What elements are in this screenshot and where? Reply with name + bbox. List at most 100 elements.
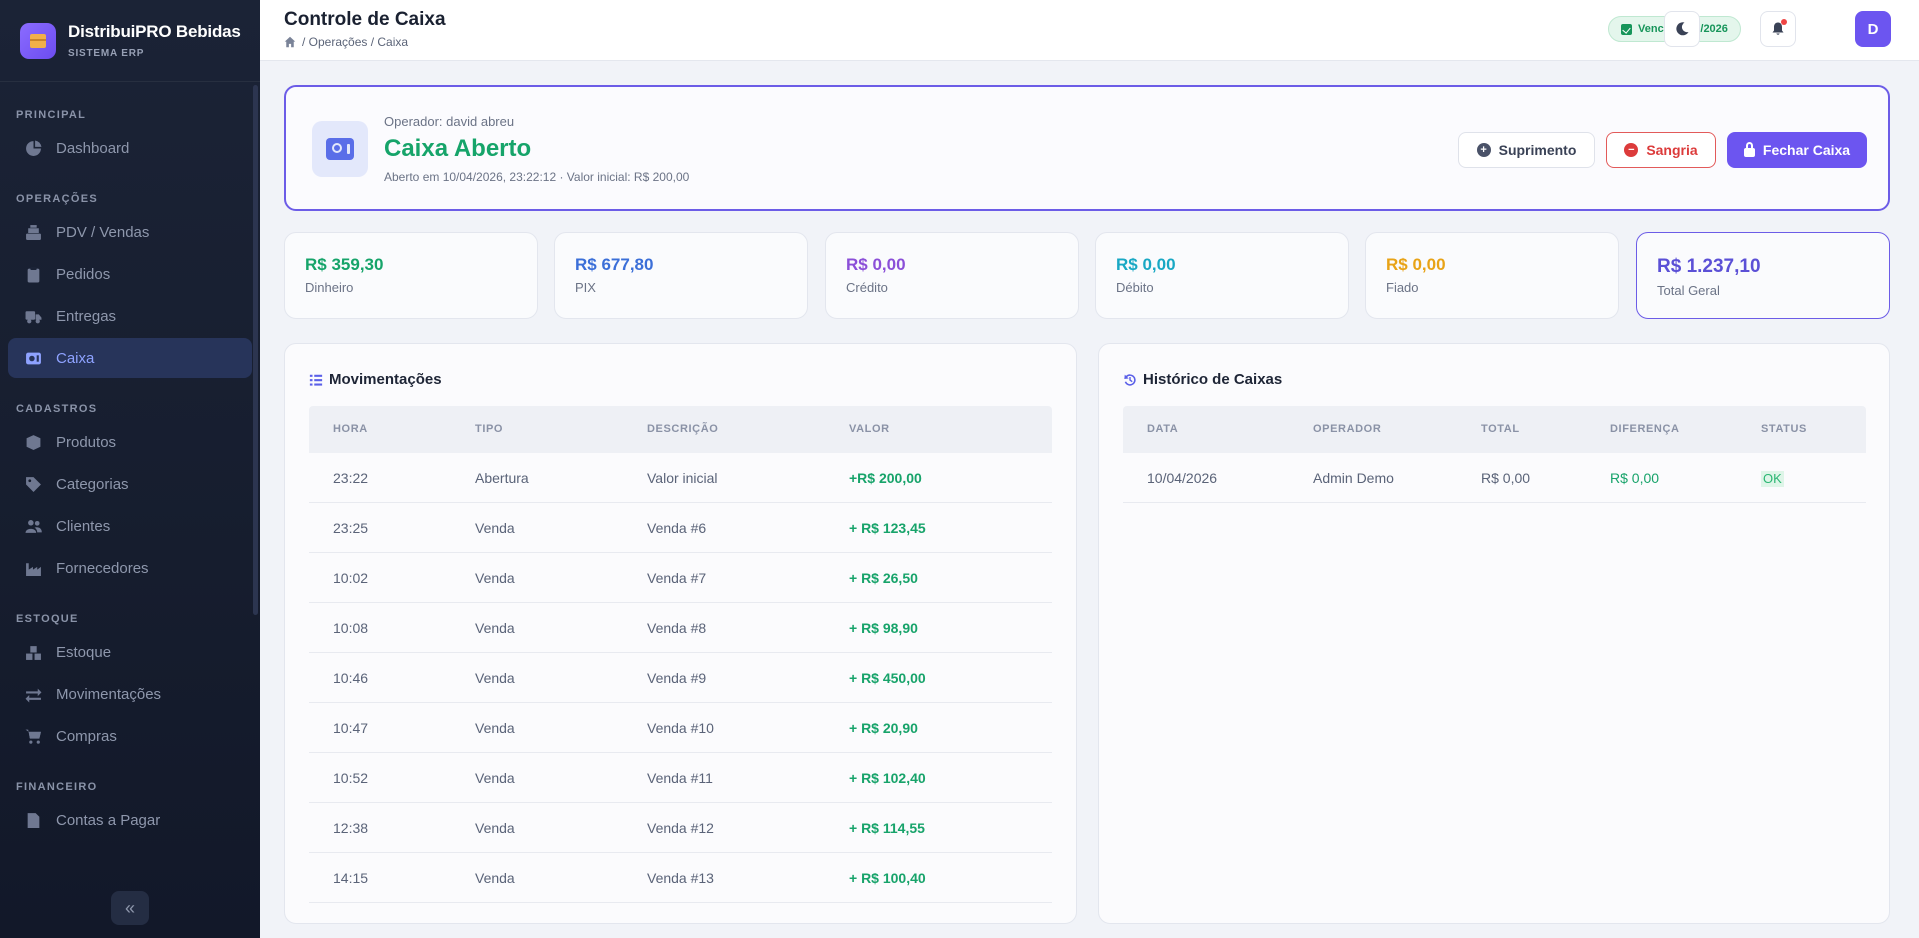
column-header[interactable]: TIPO <box>475 423 504 435</box>
summary-label: Dinheiro <box>305 280 354 295</box>
cell-hora: 23:25 <box>333 520 369 536</box>
cell-descricao: Venda #9 <box>647 670 707 686</box>
minus-circle-icon: − <box>1624 143 1639 157</box>
cell-tipo: Venda <box>475 820 515 836</box>
sidebar-item-pdv-vendas[interactable]: PDV / Vendas <box>8 212 252 252</box>
historico-title-label: Histórico de Caixas <box>1143 371 1283 388</box>
column-header[interactable]: DESCRIÇÃO <box>647 423 719 435</box>
column-header[interactable]: VALOR <box>849 423 890 435</box>
cell-valor: + R$ 114,55 <box>849 820 925 836</box>
operator-label: Operador: david abreu <box>384 114 515 129</box>
sidebar-item-label: PDV / Vendas <box>56 223 150 241</box>
brand-name: DistribuiPRO Bebidas <box>68 22 241 41</box>
sidebar-item-movimentacoes[interactable]: Movimentações <box>8 674 252 714</box>
table-row[interactable]: 14:15 Venda Venda #13 + R$ 100,40 <box>309 853 1052 903</box>
sangria-button[interactable]: − Sangria <box>1606 132 1716 168</box>
cell-descricao: Venda #11 <box>647 770 713 786</box>
summary-card: R$ 0,00 Fiado <box>1365 232 1619 319</box>
summary-card: R$ 0,00 Crédito <box>825 232 1079 319</box>
calendar-check-icon <box>1621 23 1632 35</box>
cell-descricao: Venda #12 <box>647 820 714 836</box>
cell-hora: 10:46 <box>333 670 369 686</box>
collapse-sidebar-button[interactable]: « <box>111 891 149 925</box>
cell-hora: 23:22 <box>333 470 369 486</box>
sidebar-item-caixa[interactable]: Caixa <box>8 338 252 378</box>
notifications-button[interactable] <box>1760 11 1796 47</box>
home-icon[interactable] <box>284 36 296 48</box>
summary-value: R$ 0,00 <box>1386 255 1446 274</box>
fechar-caixa-label: Fechar Caixa <box>1762 142 1851 158</box>
cash-register-icon <box>24 223 42 241</box>
suprimento-button[interactable]: + Suprimento <box>1458 132 1595 168</box>
cell-status: OK <box>1761 453 1784 503</box>
lock-icon <box>1743 141 1755 157</box>
sidebar-item-produtos[interactable]: Produtos <box>8 422 252 462</box>
sangria-label: Sangria <box>1646 142 1698 158</box>
column-header[interactable]: TOTAL <box>1481 423 1520 435</box>
table-row[interactable]: 10:08 Venda Venda #8 + R$ 98,90 <box>309 603 1052 653</box>
history-icon <box>1124 373 1136 386</box>
sidebar-item-fornecedores[interactable]: Fornecedores <box>8 548 252 588</box>
sidebar-item-clientes[interactable]: Clientes <box>8 506 252 546</box>
sidebar-item-pedidos[interactable]: Pedidos <box>8 254 252 294</box>
top-header: Controle de Caixa / Operações / Caixa Ve… <box>260 0 1919 61</box>
cell-descricao: Venda #6 <box>647 520 707 536</box>
table-row[interactable]: 10:52 Venda Venda #11 + R$ 102,40 <box>309 753 1052 803</box>
sidebar-item-entregas[interactable]: Entregas <box>8 296 252 336</box>
user-avatar[interactable]: D <box>1855 11 1891 47</box>
list-icon <box>309 374 323 386</box>
nav-section-title: ESTOQUE <box>16 613 79 625</box>
cell-hora: 10:47 <box>333 720 369 736</box>
cell-hora: 10:52 <box>333 770 369 786</box>
sidebar-scrollbar[interactable] <box>253 85 258 615</box>
column-header[interactable]: DIFERENÇA <box>1610 423 1680 435</box>
column-header[interactable]: STATUS <box>1761 423 1807 435</box>
table-row[interactable]: 10:02 Venda Venda #7 + R$ 26,50 <box>309 553 1052 603</box>
sidebar-item-label: Caixa <box>56 349 95 367</box>
sidebar-item-estoque[interactable]: Estoque <box>8 632 252 672</box>
cell-descricao: Valor inicial <box>647 470 718 486</box>
summary-label: Fiado <box>1386 280 1419 295</box>
plus-circle-icon: + <box>1476 143 1491 157</box>
sidebar-item-compras[interactable]: Compras <box>8 716 252 756</box>
sidebar-item-label: Categorias <box>56 475 129 493</box>
cell-valor: +R$ 200,00 <box>849 470 922 486</box>
sidebar-item-label: Entregas <box>56 307 117 325</box>
sidebar-item-label: Contas a Pagar <box>56 811 161 829</box>
cell-hora: 14:15 <box>333 870 369 886</box>
moon-icon <box>1676 22 1689 36</box>
column-header[interactable]: HORA <box>333 423 368 435</box>
sidebar-item-contas-a-pagar[interactable]: Contas a Pagar <box>8 800 252 840</box>
summary-value: R$ 0,00 <box>846 255 906 274</box>
movimentacoes-title-label: Movimentações <box>329 371 442 388</box>
cash-register-icon <box>312 121 368 177</box>
fechar-caixa-button[interactable]: Fechar Caixa <box>1727 132 1867 168</box>
box-icon <box>24 433 42 451</box>
sidebar-item-dashboard[interactable]: Dashboard <box>8 128 252 168</box>
cell-valor: + R$ 123,45 <box>849 520 926 536</box>
cell-hora: 12:38 <box>333 820 369 836</box>
summary-card: R$ 1.237,10 Total Geral <box>1636 232 1890 319</box>
cell-valor: + R$ 26,50 <box>849 570 918 586</box>
table-row[interactable]: 12:38 Venda Venda #12 + R$ 114,55 <box>309 803 1052 853</box>
column-header[interactable]: OPERADOR <box>1313 423 1382 435</box>
sidebar-nav: PRINCIPAL Dashboard OPERAÇÕES PDV / Vendas P… <box>0 82 260 840</box>
theme-toggle-button[interactable] <box>1664 11 1700 47</box>
nav-section-title: CADASTROS <box>16 403 98 415</box>
nav-section-title: PRINCIPAL <box>16 109 87 121</box>
table-row[interactable]: 23:25 Venda Venda #6 + R$ 123,45 <box>309 503 1052 553</box>
table-row[interactable]: 10/04/2026 Admin Demo R$ 0,00 R$ 0,00 OK <box>1123 453 1866 503</box>
summary-label: PIX <box>575 280 596 295</box>
truck-icon <box>24 307 42 325</box>
table-row[interactable]: 23:22 Abertura Valor inicial +R$ 200,00 <box>309 453 1052 503</box>
sidebar-item-label: Fornecedores <box>56 559 149 577</box>
cell-tipo: Venda <box>475 670 515 686</box>
table-row[interactable]: 10:47 Venda Venda #10 + R$ 20,90 <box>309 703 1052 753</box>
sidebar-item-categorias[interactable]: Categorias <box>8 464 252 504</box>
sidebar-item-label: Compras <box>56 727 117 745</box>
summary-card: R$ 677,80 PIX <box>554 232 808 319</box>
table-row[interactable]: 10:46 Venda Venda #9 + R$ 450,00 <box>309 653 1052 703</box>
breadcrumb-path[interactable]: / Operações / Caixa <box>302 35 409 49</box>
brand[interactable]: DistribuiPRO Bebidas SISTEMA ERP <box>0 0 260 82</box>
column-header[interactable]: DATA <box>1147 423 1179 435</box>
